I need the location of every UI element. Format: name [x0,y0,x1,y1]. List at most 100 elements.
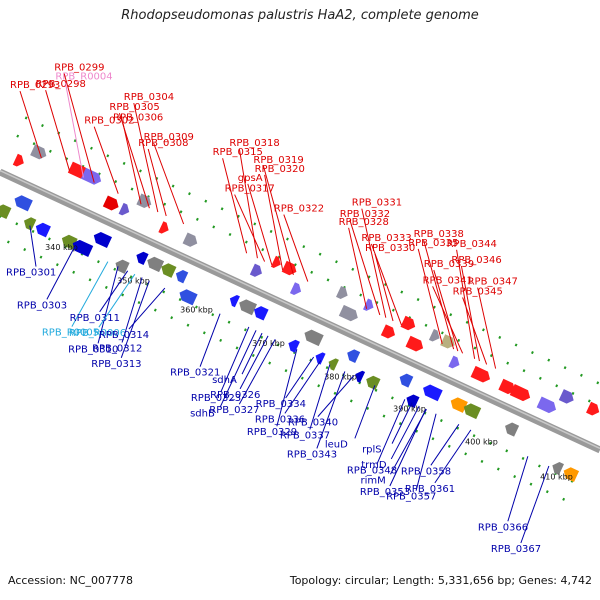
gene-forward-shape [405,335,424,352]
gene-forward [338,304,358,322]
label-leader-bottom [434,429,472,484]
label-leader-top [361,208,387,318]
label-leader-top [147,148,167,217]
label-leader-bottom [316,371,346,449]
gene-reverse-shape [136,251,149,265]
label-leader-bottom [391,402,413,444]
gene-label-bottom: RPB_0357 [386,492,436,503]
gene-label-bottom: sdhB [190,408,215,419]
gene-label-top: RPB_0319 [253,155,303,166]
gene-forward [118,202,130,216]
gene-label-top: gpsA [238,173,263,184]
gene-label-bottom: RPB_0358 [401,466,451,477]
label-leader-top [118,113,150,209]
gene-label-bottom: RPB_0323 [191,393,241,404]
label-leader-top [264,174,284,270]
gene-label-top: RPB_0308 [138,138,188,149]
gene-forward [249,263,262,277]
kbp-tick-label: 400 kbp [465,438,498,447]
label-leader-bottom [98,273,136,328]
gene-label-bottom: RPB_0313 [91,359,141,370]
gene-forward [362,298,374,311]
gene-label-top: RPB_0339 [424,259,474,270]
gene-reverse-shape [35,222,51,238]
gene-reverse [254,306,269,321]
gene-forward-shape [12,153,24,167]
gene-reverse-shape [304,329,324,347]
label-leader-bottom [376,399,406,465]
label-leader-top [19,90,42,159]
gene-label-top: RPB_0304 [124,92,174,103]
gene-forward [470,365,491,383]
gene-reverse [14,195,33,212]
gene-forward [182,232,198,247]
label-leader-bottom [199,313,221,367]
label-leader-top [133,102,159,213]
gene-label-bottom: RPB_0361 [405,484,455,495]
label-leader-bottom [219,330,257,408]
gene-reverse-shape [175,270,189,284]
track-guide [16,134,600,408]
gene-forward [509,384,531,402]
gene-forward-shape [498,378,516,395]
label-leader-top [370,243,402,326]
gene-label-top: RPB_0322 [274,204,324,215]
gene-forward [158,221,169,234]
gene-forward [336,285,348,299]
gene-reverse-shape [406,394,420,409]
gene-label-bottom: rimM [360,475,385,486]
gene-label-bottom: RPB_0310 [68,344,118,355]
gene-forward-shape [558,389,574,404]
label-leader-bottom [415,413,437,491]
gene-forward [558,389,574,404]
gene-label-top: RPB_0341 [423,275,473,286]
gene-label-bottom: RPB_0327 [209,405,259,416]
gene-forward-shape [249,263,262,277]
gene-label-bottom: RPB_0329 [247,427,297,438]
gene-forward-shape [289,282,302,296]
gene-label-top: RPB_0293 [10,80,60,91]
gene-reverse-shape [423,384,443,402]
gene-reverse-shape [328,358,339,371]
gene-reverse [147,256,165,273]
label-leader-top [283,214,309,282]
label-leader-bottom [354,385,376,439]
label-leader-top [153,142,185,225]
gene-forward [12,153,24,167]
gene-label-bottom: RPB_0334 [256,399,306,410]
gene-forward-shape [448,355,460,369]
gene-label-top: RPB_0335 [408,238,458,249]
gene-forward-shape [336,285,348,299]
label-leader-bottom [317,375,355,417]
label-leader-top [63,73,95,183]
gene-reverse-shape [355,370,366,383]
gene-label-top: RPB_0318 [229,138,279,149]
gene-forward-shape [470,365,491,383]
gene-label-top: RPB_0346 [451,255,501,266]
label-leader-bottom [309,364,331,430]
gene-label-bottom: trmD [361,460,387,471]
gene-reverse [72,239,94,257]
gene-forward-shape [118,202,130,216]
gene-reverse [175,270,189,284]
gene-reverse-shape [93,231,112,249]
gene-reverse-shape [72,239,94,257]
gene-label-bottom: sdhA [212,375,237,386]
label-leader-top [247,183,273,266]
gene-reverse [239,299,257,316]
label-leader-bottom [120,280,150,359]
gene-reverse-shape [463,403,482,420]
gene-reverse-shape [161,263,177,278]
gene-reverse [315,352,326,365]
label-leader-bottom [390,409,427,475]
gene-reverse [0,204,12,220]
gene-reverse [179,289,198,306]
gene-forward [405,335,424,352]
gene-forward-shape [428,328,440,342]
label-leader-bottom [71,261,109,327]
gene-reverse [229,295,240,308]
label-leader-bottom [430,424,460,466]
gene-label-top: RPB_0347 [468,277,518,288]
label-leader-bottom [520,465,550,544]
label-leader-top [45,90,71,172]
